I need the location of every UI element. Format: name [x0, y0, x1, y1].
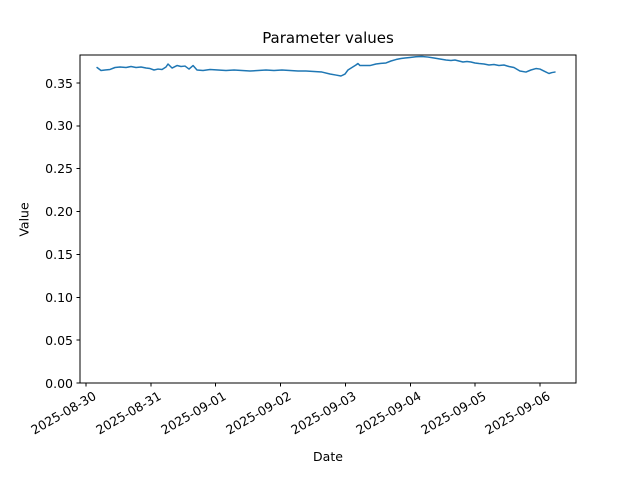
x-axis-label: Date: [313, 449, 343, 464]
y-tick-label: 0.30: [45, 118, 73, 134]
y-tick-label: 0.10: [45, 289, 73, 305]
y-tick-label: 0.35: [45, 75, 73, 91]
axis-frame: [79, 54, 577, 384]
y-tick-label: 0.15: [45, 246, 73, 262]
y-tick-label: 0.05: [45, 332, 73, 348]
y-tick-label: 0.00: [45, 375, 73, 391]
chart-title: Parameter values: [262, 29, 394, 47]
data-series-line: [96, 55, 556, 77]
y-tick-label: 0.20: [45, 204, 73, 220]
y-tick-label: 0.25: [45, 161, 73, 177]
